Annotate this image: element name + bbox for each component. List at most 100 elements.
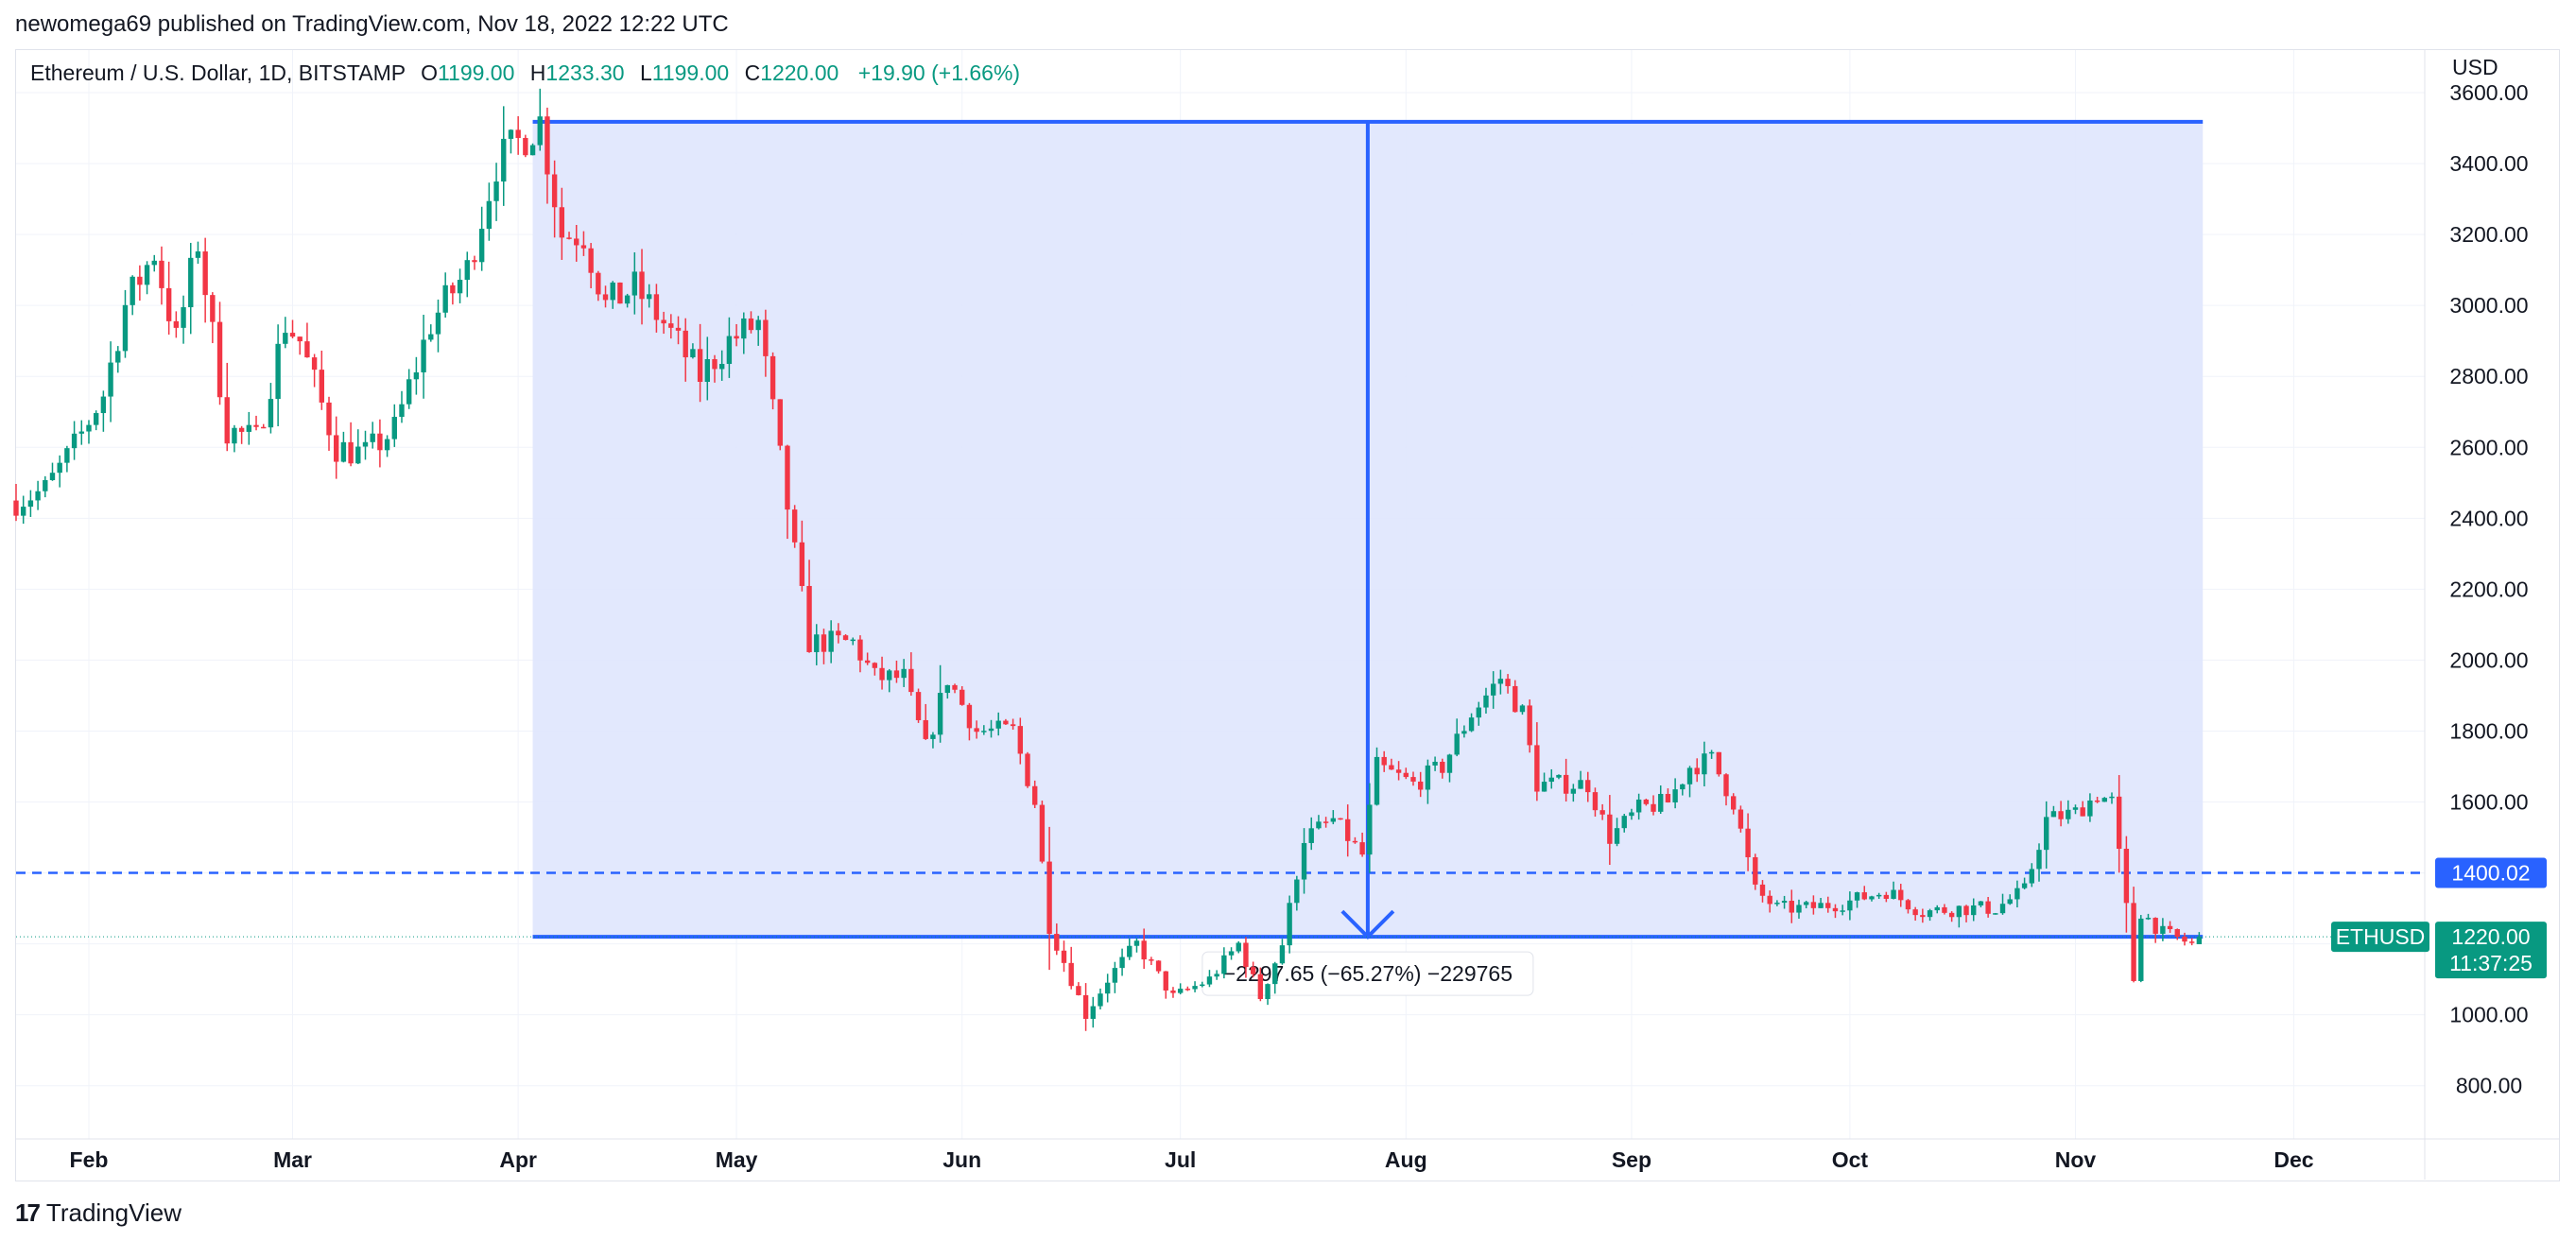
candle-body [165,287,172,321]
candle-body [1847,900,1853,911]
candle-body [1236,942,1241,952]
candle-body [2182,937,2187,942]
candle-body [188,257,194,308]
candle-body [1119,957,1125,969]
candle-body [1956,905,1962,918]
candle-body [1440,761,1445,773]
candle-body [559,207,565,238]
candle-body [639,271,645,300]
candle-body [49,473,56,480]
close-value: 1220.00 [760,60,839,85]
candle-body [1686,767,1693,784]
candle-body [2029,869,2035,884]
x-tick-label: Sep [1612,1147,1651,1172]
candle-body [100,396,107,414]
candle-body [1476,707,1481,718]
high-label: H [529,60,546,85]
y-tick-label: 3000.00 [2449,293,2528,318]
candle-body [893,670,900,679]
candle-body [1432,761,1438,766]
candle-body [2101,798,2107,802]
candle-body [1803,902,1809,905]
footer-branding: 17 TradingView [15,1198,182,1228]
candle-body [2072,807,2079,810]
candle-body [1629,812,1634,817]
candle-body [1759,884,1766,896]
candle-body [1468,717,1475,732]
candle-body [370,433,375,442]
y-tick-label: 1600.00 [2449,790,2528,815]
candle-body [1723,774,1729,797]
candle-body [777,399,783,446]
candle-body [1767,895,1772,905]
candle-body [1279,945,1286,964]
candle-body [836,630,841,636]
candle-body [319,370,325,403]
candle-body [311,357,318,371]
candle-body [283,333,288,344]
candle-body [2116,796,2122,850]
measure-label: −2297.65 (−65.27%) −229765 [1223,961,1513,986]
candle-body [1869,896,1875,900]
low-label: L [639,60,652,85]
candle-body [1395,769,1402,773]
candle-body [1127,945,1132,957]
candle-body [755,319,761,331]
x-tick-label: Oct [1832,1147,1869,1172]
candle-body [1061,950,1067,963]
candle-body [195,251,201,258]
candle-body [421,339,426,372]
candle-body [1541,782,1547,792]
candle-body [785,445,790,510]
candle-body [289,333,296,337]
candle-body [210,295,216,322]
candle-body [1680,784,1686,790]
y-tick-label: 3200.00 [2449,222,2528,247]
candle-body [1374,756,1380,805]
candle-body [1840,910,1845,912]
candlestick-series [13,88,2203,1031]
candle-body [1170,990,1176,993]
candle-body [275,343,281,400]
price-range-tool[interactable]: −2297.65 (−65.27%) −229765 [532,119,2204,996]
candle-body [944,684,951,694]
measure-label-box [1202,951,1534,996]
candle-body [2160,925,2166,934]
candle-body [2094,800,2101,802]
y-tick-label: 2800.00 [2449,364,2528,388]
candle-body [1155,960,1162,972]
candle-body [1738,809,1744,829]
candle-body [1381,756,1387,766]
candle-body [442,284,448,313]
candle-body [1905,900,1911,910]
candle-body [1228,951,1235,956]
candle-body [435,312,441,335]
last-price-badge: 1220.00 [2451,924,2530,949]
candle-body [1112,968,1118,983]
candle-body [683,330,688,358]
low-value: 1199.00 [651,60,730,85]
candle-body [799,542,805,586]
candle-body [1651,803,1656,812]
candle-body [1017,726,1024,754]
candle-body [86,424,92,432]
candle-body [1345,819,1351,841]
candle-body [78,431,84,434]
open-label: O [421,60,438,85]
candle-body [2174,929,2180,938]
horizontal-line[interactable] [16,871,2425,938]
candle-body [1883,894,1890,899]
candle-body [1599,810,1605,815]
candle-body [1461,731,1467,734]
candle-body [806,585,812,652]
candle-body [2145,918,2152,920]
candle-body [326,402,332,436]
candle-body [1731,796,1737,810]
candle-body [1200,984,1205,987]
candle-body [1876,894,1882,897]
candle-body [1505,679,1511,686]
candle-body [1010,724,1016,727]
candle-body [2188,941,2195,943]
candle-body [1257,974,1264,1000]
